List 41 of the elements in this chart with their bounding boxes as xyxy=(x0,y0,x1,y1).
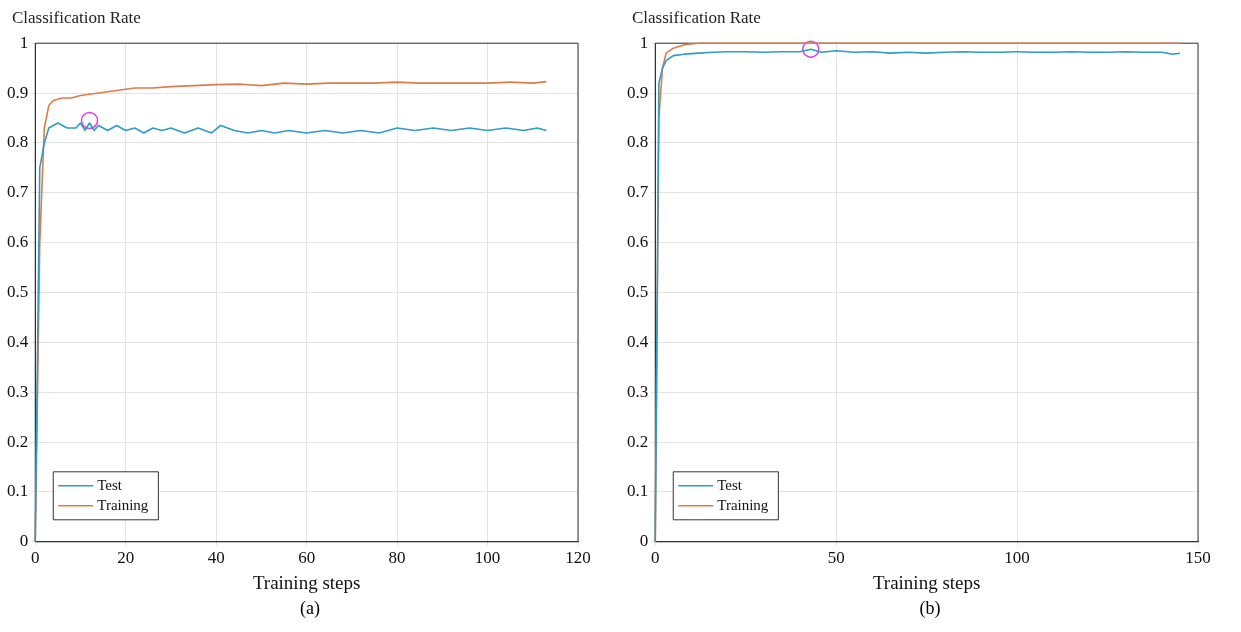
text: (b) xyxy=(918,598,942,619)
y-tick-label: 0.8 xyxy=(7,132,29,152)
x-tick-label: 80 xyxy=(388,548,406,568)
y-tick-label: 0.5 xyxy=(627,281,649,301)
x-tick-label: 100 xyxy=(1004,548,1030,568)
y-axis-title: Classification Rate xyxy=(12,8,141,28)
x-axis-title: Training steps xyxy=(252,571,361,593)
y-tick-label: 0.5 xyxy=(7,281,29,301)
y-axis-title: Classification Rate xyxy=(632,8,761,28)
legend-label: Test xyxy=(97,476,123,493)
legend-label: Test xyxy=(717,476,743,493)
x-tick-label: 20 xyxy=(117,548,135,568)
x-tick-label: 150 xyxy=(1185,548,1211,568)
y-tick-label: 0.2 xyxy=(627,431,649,451)
x-tick-label: 60 xyxy=(298,548,316,568)
x-tick-label: 40 xyxy=(207,548,225,568)
y-tick-label: 0.3 xyxy=(7,381,29,401)
y-tick-label: 0.4 xyxy=(627,331,649,351)
y-tick-label: 0.2 xyxy=(7,431,29,451)
y-tick-label: 0.1 xyxy=(7,481,29,501)
legend-label: Training xyxy=(717,496,769,513)
y-tick-label: 0.8 xyxy=(627,132,649,152)
y-tick-label: 0 xyxy=(19,531,29,551)
y-tick-label: 0.9 xyxy=(7,82,29,102)
x-tick-label: 120 xyxy=(565,548,591,568)
x-tick-label: 100 xyxy=(474,548,501,568)
y-tick-label: 0.6 xyxy=(627,232,649,252)
legend-label: Training xyxy=(97,496,149,513)
x-tick-label: 50 xyxy=(827,548,845,568)
text: (a) xyxy=(299,598,321,619)
y-tick-label: 0.6 xyxy=(7,232,29,252)
y-tick-label: 0.7 xyxy=(627,182,649,202)
y-tick-label: 0 xyxy=(639,531,649,551)
y-tick-label: 0.4 xyxy=(7,331,29,351)
x-axis-title: Training steps xyxy=(872,571,981,593)
y-tick-label: 0.9 xyxy=(627,82,649,102)
y-tick-label: 0.3 xyxy=(627,381,649,401)
y-tick-label: 0.1 xyxy=(627,481,649,501)
y-tick-label: 0.7 xyxy=(7,182,29,202)
y-tick-label: 1 xyxy=(19,32,29,52)
y-tick-label: 1 xyxy=(639,32,649,52)
